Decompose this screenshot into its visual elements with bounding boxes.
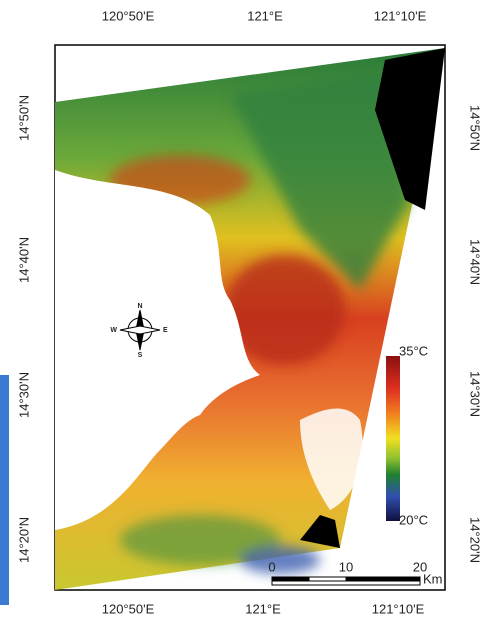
left-axis-label: 14°50'N bbox=[16, 95, 31, 141]
top-axis-label: 120°50'E bbox=[102, 8, 155, 23]
compass-s: S bbox=[138, 352, 143, 359]
compass-e: E bbox=[163, 327, 168, 334]
bottom-axis-label: 120°50'E bbox=[102, 601, 155, 616]
scale-label: 10 bbox=[339, 559, 353, 574]
compass-n: N bbox=[137, 303, 142, 310]
bottom-axis-label: 121°E bbox=[245, 601, 281, 616]
left-axis-label: 14°30'N bbox=[16, 372, 31, 418]
left-axis-label: 14°20'N bbox=[16, 517, 31, 563]
scale-label: 20 bbox=[413, 559, 427, 574]
bottom-axis-label: 121°10'E bbox=[372, 601, 425, 616]
compass bbox=[119, 309, 161, 351]
scale-bar bbox=[271, 576, 421, 586]
left-axis-label: 14°40'N bbox=[16, 237, 31, 283]
right-axis-label: 14°30'N bbox=[468, 371, 483, 417]
top-axis-label: 121°10'E bbox=[374, 8, 427, 23]
scale-unit: Km bbox=[423, 571, 443, 586]
legend-max: 35°C bbox=[399, 343, 428, 358]
right-axis-label: 14°20'N bbox=[468, 517, 483, 563]
legend-colorbar bbox=[386, 356, 400, 521]
right-axis-label: 14°50'N bbox=[468, 105, 483, 151]
legend-min: 20°C bbox=[399, 512, 428, 527]
edge-strip bbox=[0, 375, 9, 605]
temperature-map bbox=[55, 48, 445, 590]
scale-label: 0 bbox=[268, 559, 275, 574]
compass-w: W bbox=[110, 327, 117, 334]
top-axis-label: 121°E bbox=[247, 8, 283, 23]
right-axis-label: 14°40'N bbox=[468, 239, 483, 285]
